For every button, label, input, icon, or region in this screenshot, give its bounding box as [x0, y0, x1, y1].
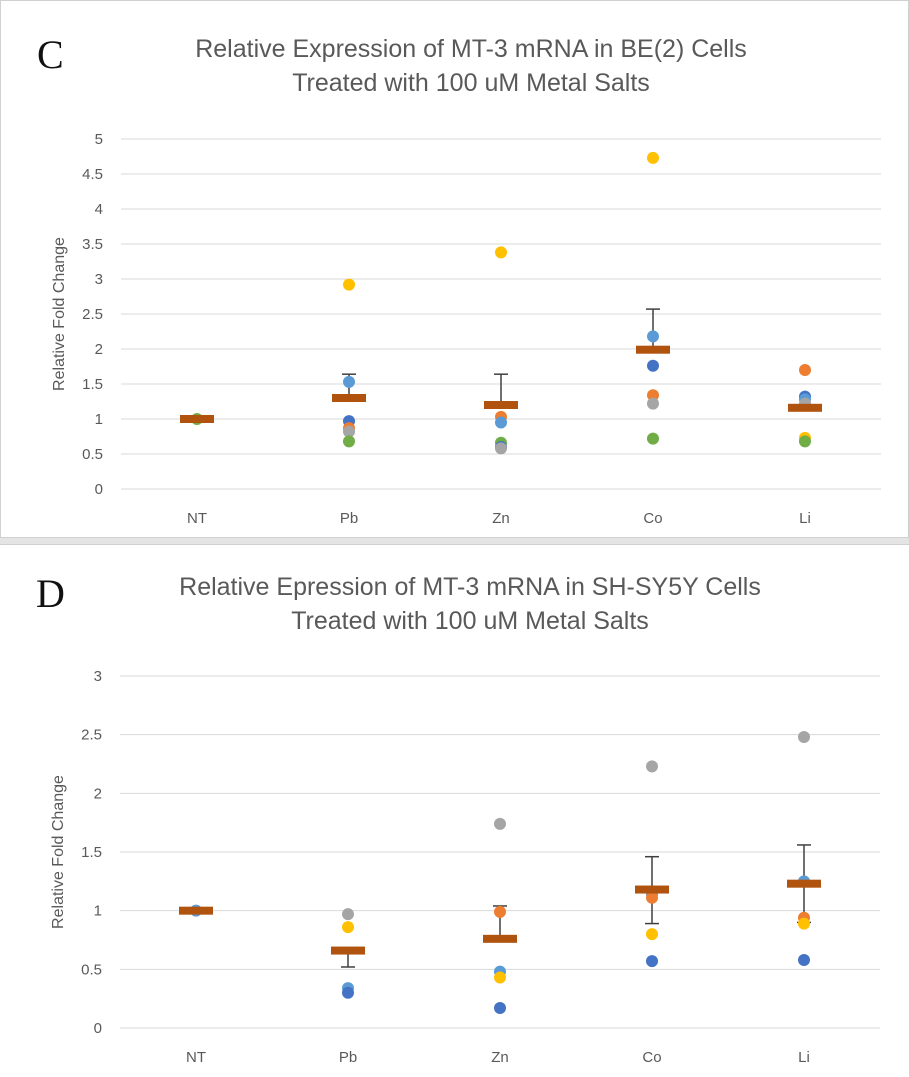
mean-bar [331, 946, 365, 955]
y-tick-label: 3 [95, 271, 103, 288]
y-tick-label: 1 [94, 903, 102, 920]
data-point [798, 953, 810, 966]
data-point [647, 389, 659, 402]
data-point [494, 1002, 506, 1015]
y-tick-label: 0 [95, 481, 103, 498]
data-point [495, 416, 507, 429]
x-tick-label: Co [643, 510, 662, 527]
x-tick-label: Li [798, 1049, 810, 1066]
scatter-plot-d: 0 0.5 1 1.5 2 2.5 3 Relative Fold Change NT Pb Zn C… [50, 668, 880, 1066]
data-point [343, 278, 355, 291]
mean-bar [636, 345, 670, 354]
data-point [343, 425, 355, 438]
y-tick-label: 2 [94, 785, 102, 802]
y-axis-label: Relative Fold Change [50, 775, 67, 929]
x-tick-label: Pb [340, 510, 358, 527]
chart-title-c-line1: Relative Expression of MT-3 mRNA in BE(2… [195, 35, 747, 63]
y-axis-label: Relative Fold Change [51, 237, 68, 391]
data-point [647, 330, 659, 343]
data-point [494, 971, 506, 984]
data-point [798, 917, 810, 930]
data-point [647, 359, 659, 372]
data-point [646, 928, 658, 941]
y-tick-label: 5 [95, 131, 103, 148]
x-tick-label: Zn [492, 510, 510, 527]
mean-bar [484, 401, 518, 409]
x-tick-label: NT [187, 510, 207, 527]
y-tick-label: 3.5 [82, 236, 103, 253]
y-tick-label: 2.5 [82, 306, 103, 323]
mean-bar [332, 394, 366, 402]
data-point [798, 731, 810, 744]
data-point [495, 442, 507, 455]
x-tick-label: Pb [339, 1049, 357, 1066]
y-tick-label: 1.5 [81, 844, 102, 861]
y-tick-label: 0.5 [81, 961, 102, 978]
chart-subtitle-d: Treated with 100 uM Metal Salts [291, 607, 649, 635]
mean-bar [483, 934, 517, 943]
mean-bar [635, 885, 669, 894]
chart-title-d-line1: Relative Epression of MT-3 mRNA in SH-SY… [179, 573, 761, 601]
mean-bar [787, 879, 821, 888]
data-point [647, 397, 659, 410]
y-tick-label: 4.5 [82, 166, 103, 183]
x-tick-label: Li [799, 510, 811, 527]
mean-bar [180, 415, 214, 423]
chart-panel-d: D Relative Epression of MT-3 mRNA in SH-… [0, 544, 909, 1076]
data-point [646, 891, 658, 904]
data-point [646, 760, 658, 773]
data-point [342, 921, 354, 934]
data-point [647, 432, 659, 445]
x-tick-label: NT [186, 1049, 206, 1066]
chart-subtitle-c: Treated with 100 uM Metal Salts [292, 69, 650, 97]
data-point [799, 364, 811, 376]
panel-label-c: C [37, 32, 64, 77]
data-point [494, 905, 506, 918]
chart-title-d: Relative Epression of MT-3 mRNA in SH-SY… [80, 570, 860, 638]
data-point [495, 246, 507, 259]
y-tick-label: 1 [95, 411, 103, 428]
y-tick-label: 3 [94, 668, 102, 685]
chart-panel-c: C Relative Expression of MT-3 mRNA in BE… [0, 0, 909, 538]
data-point [799, 435, 811, 448]
data-point [342, 986, 354, 999]
data-point [342, 908, 354, 921]
data-point [494, 817, 506, 830]
x-tick-label: Co [642, 1049, 661, 1066]
y-tick-label: 4 [95, 201, 103, 218]
data-point [647, 151, 659, 164]
y-tick-label: 1.5 [82, 376, 103, 393]
panel-divider [0, 538, 909, 544]
y-tick-label: 2 [95, 341, 103, 358]
panel-label-d: D [36, 571, 65, 616]
y-tick-label: 0.5 [82, 446, 103, 463]
mean-bar [179, 906, 213, 915]
scatter-plot-c: 0 0.5 1 1.5 2 2.5 3 3.5 4 4.5 5 Relative Fold Chang… [51, 131, 881, 527]
y-tick-label: 0 [94, 1020, 102, 1037]
x-tick-label: Zn [491, 1049, 509, 1066]
mean-bar [788, 403, 822, 412]
data-point [646, 955, 658, 968]
data-point [343, 375, 355, 388]
chart-title-c: Relative Expression of MT-3 mRNA in BE(2… [81, 32, 861, 100]
data-point [343, 435, 355, 448]
y-tick-label: 2.5 [81, 727, 102, 744]
